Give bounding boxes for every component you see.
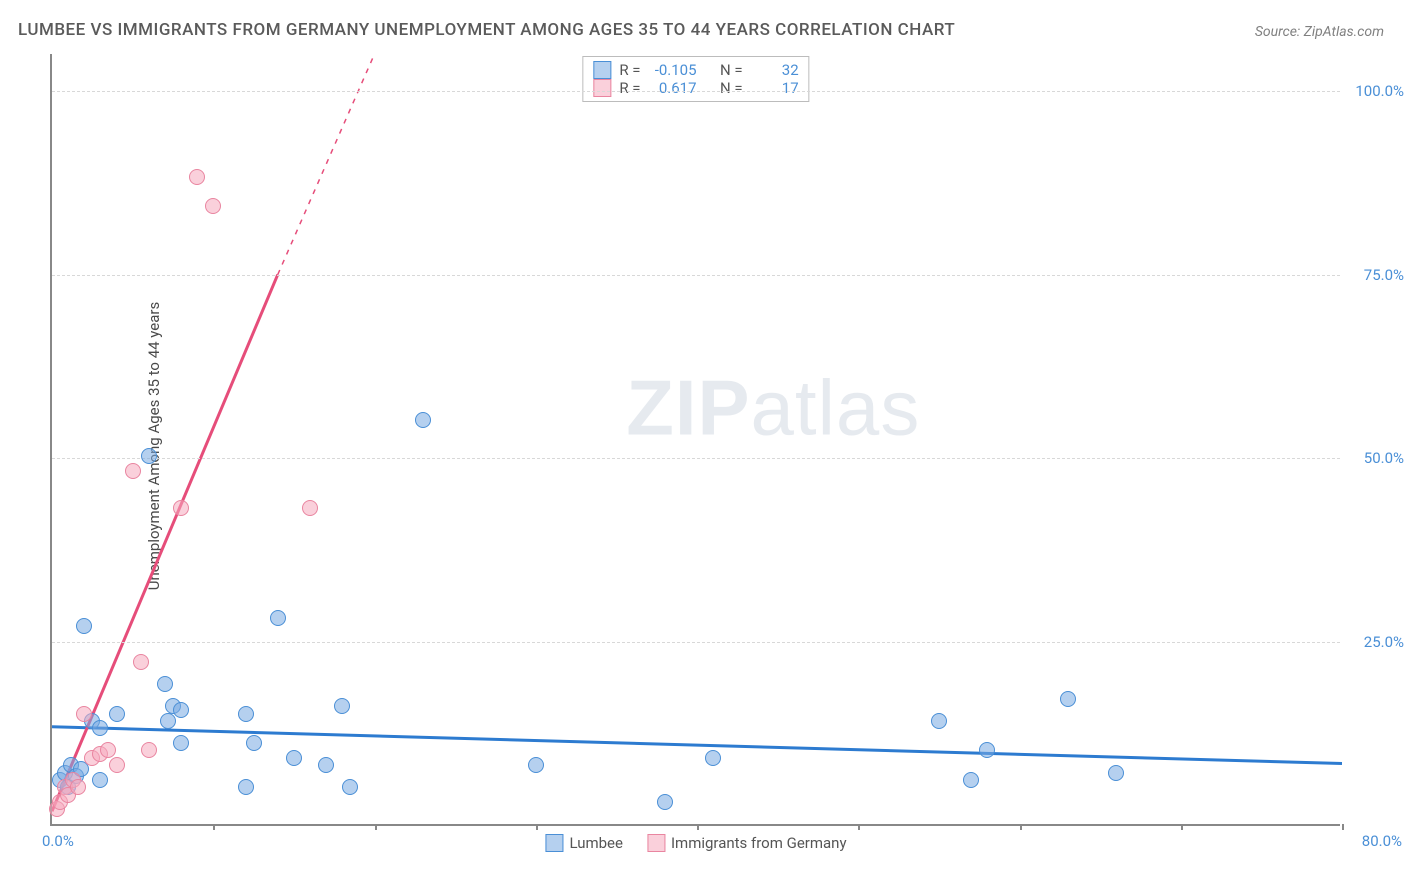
- swatch-blue-icon: [545, 834, 563, 852]
- source-attribution: Source: ZipAtlas.com: [1255, 24, 1384, 40]
- data-point: [173, 500, 189, 516]
- watermark: ZIPatlas: [626, 363, 920, 454]
- data-point: [238, 706, 254, 722]
- data-point: [238, 779, 254, 795]
- data-point: [189, 169, 205, 185]
- data-point: [415, 412, 431, 428]
- y-tick-label: 25.0%: [1364, 633, 1404, 651]
- grid-line: [52, 275, 1340, 276]
- x-axis-start-label: 0.0%: [42, 832, 74, 850]
- x-tick: [213, 824, 215, 830]
- watermark-light: atlas: [751, 364, 921, 452]
- swatch-pink-icon: [647, 834, 665, 852]
- data-point: [100, 742, 116, 758]
- data-point: [125, 463, 141, 479]
- series-0-r-value: -0.105: [649, 61, 697, 79]
- data-point: [70, 779, 86, 795]
- data-point: [92, 720, 108, 736]
- data-point: [286, 750, 302, 766]
- stats-row-series-0: R = -0.105 N = 32: [593, 61, 798, 79]
- swatch-pink-icon: [593, 79, 611, 97]
- swatch-blue-icon: [593, 61, 611, 79]
- data-point: [141, 742, 157, 758]
- x-tick: [536, 824, 538, 830]
- grid-line: [52, 642, 1340, 643]
- data-point: [931, 713, 947, 729]
- watermark-bold: ZIP: [626, 364, 750, 452]
- data-point: [657, 794, 673, 810]
- series-0-n-value: 32: [751, 61, 799, 79]
- r-label: R =: [619, 79, 640, 97]
- series-1-r-value: 0.617: [649, 79, 697, 97]
- bottom-legend: Lumbee Immigrants from Germany: [545, 834, 846, 852]
- grid-line: [52, 458, 1340, 459]
- data-point: [246, 735, 262, 751]
- series-1-n-value: 17: [751, 79, 799, 97]
- data-point: [528, 757, 544, 773]
- n-label: N =: [720, 61, 743, 79]
- data-point: [141, 448, 157, 464]
- data-point: [1060, 691, 1076, 707]
- x-tick: [1342, 824, 1344, 830]
- y-tick-label: 75.0%: [1364, 266, 1404, 284]
- data-point: [76, 618, 92, 634]
- stats-legend: R = -0.105 N = 32 R = 0.617 N = 17: [582, 56, 809, 102]
- y-tick-label: 50.0%: [1364, 449, 1404, 467]
- data-point: [160, 713, 176, 729]
- data-point: [76, 706, 92, 722]
- data-point: [979, 742, 995, 758]
- grid-line: [52, 91, 1340, 92]
- data-point: [342, 779, 358, 795]
- x-tick: [1020, 824, 1022, 830]
- legend-label-0: Lumbee: [569, 834, 623, 852]
- data-point: [963, 772, 979, 788]
- x-tick: [375, 824, 377, 830]
- x-axis-end-label: 80.0%: [1362, 832, 1402, 850]
- r-label: R =: [619, 61, 640, 79]
- data-point: [133, 654, 149, 670]
- legend-label-1: Immigrants from Germany: [671, 834, 847, 852]
- data-point: [109, 757, 125, 773]
- x-tick: [697, 824, 699, 830]
- data-point: [205, 198, 221, 214]
- x-tick: [1181, 824, 1183, 830]
- data-point: [318, 757, 334, 773]
- n-label: N =: [720, 79, 743, 97]
- data-point: [1108, 765, 1124, 781]
- data-point: [92, 772, 108, 788]
- chart-title: LUMBEE VS IMMIGRANTS FROM GERMANY UNEMPL…: [18, 20, 955, 40]
- stats-row-series-1: R = 0.617 N = 17: [593, 79, 798, 97]
- data-point: [173, 702, 189, 718]
- data-point: [270, 610, 286, 626]
- data-point: [705, 750, 721, 766]
- data-point: [157, 676, 173, 692]
- chart-container: LUMBEE VS IMMIGRANTS FROM GERMANY UNEMPL…: [0, 0, 1406, 892]
- data-point: [334, 698, 350, 714]
- data-point: [302, 500, 318, 516]
- legend-item-0: Lumbee: [545, 834, 623, 852]
- y-tick-label: 100.0%: [1355, 82, 1404, 100]
- data-point: [173, 735, 189, 751]
- legend-item-1: Immigrants from Germany: [647, 834, 847, 852]
- x-tick: [858, 824, 860, 830]
- plot-area: ZIPatlas R = -0.105 N = 32 R = 0.617 N =…: [50, 54, 1340, 826]
- data-point: [109, 706, 125, 722]
